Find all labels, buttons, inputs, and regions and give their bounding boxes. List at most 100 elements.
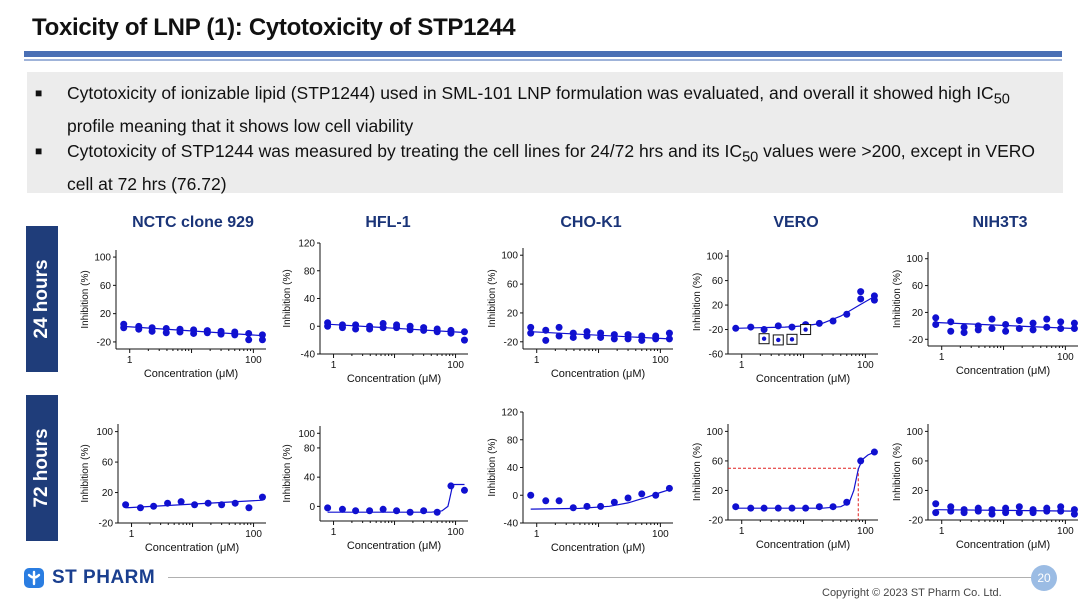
row-label-text: 72 hours bbox=[31, 428, 52, 508]
x-tick-label: 100 bbox=[1057, 352, 1074, 363]
y-tick-label: 60 bbox=[100, 281, 112, 292]
data-point bbox=[857, 295, 865, 303]
data-point bbox=[136, 504, 144, 512]
data-point bbox=[366, 507, 374, 515]
y-tick-label: -20 bbox=[909, 516, 924, 527]
data-point bbox=[324, 504, 332, 512]
data-point bbox=[190, 329, 198, 337]
y-tick-label: 80 bbox=[304, 266, 316, 277]
y-axis-label: Inhibition (%) bbox=[80, 270, 91, 328]
data-point bbox=[870, 292, 878, 300]
y-tick-label: 100 bbox=[706, 252, 723, 263]
y-tick-label: 40 bbox=[507, 463, 519, 474]
data-point bbox=[1070, 325, 1078, 333]
x-axis-label: Concentration (μM) bbox=[956, 365, 1050, 377]
y-tick-label: 20 bbox=[712, 486, 724, 497]
data-point bbox=[815, 503, 823, 511]
y-tick-label: 100 bbox=[906, 427, 923, 438]
data-point bbox=[406, 326, 414, 334]
outlier-point bbox=[761, 336, 767, 341]
x-tick-label: 100 bbox=[447, 527, 464, 538]
data-point bbox=[542, 497, 550, 505]
data-point bbox=[988, 510, 996, 518]
data-point bbox=[258, 336, 266, 344]
data-point bbox=[1002, 509, 1010, 517]
data-point bbox=[638, 490, 646, 498]
data-point bbox=[747, 323, 755, 331]
data-point bbox=[447, 329, 455, 337]
x-tick-label: 100 bbox=[245, 529, 262, 540]
y-tick-label: 40 bbox=[304, 473, 316, 484]
data-point bbox=[258, 493, 266, 501]
data-point bbox=[352, 325, 360, 333]
data-point bbox=[857, 288, 865, 296]
data-point bbox=[1057, 318, 1065, 326]
data-point bbox=[542, 326, 550, 334]
chart-vero-24h: -60 -20 20 60 100 1 100 Concentration (μM) Inhib… bbox=[692, 250, 878, 385]
y-tick-label: 80 bbox=[507, 435, 519, 446]
chart-nih3t3-24h: -20 20 60 100 1 100 Concentration (μM) Inhibiti… bbox=[892, 252, 1078, 377]
data-point bbox=[1043, 507, 1051, 515]
data-point bbox=[135, 325, 143, 333]
y-tick-label: 20 bbox=[102, 488, 114, 499]
y-tick-label: -40 bbox=[301, 350, 316, 361]
x-axis-label: Concentration (μM) bbox=[144, 368, 238, 380]
data-point bbox=[569, 504, 577, 512]
data-point bbox=[433, 328, 441, 336]
y-tick-label: -60 bbox=[709, 350, 724, 361]
data-point bbox=[393, 507, 401, 515]
data-point bbox=[960, 509, 968, 517]
data-point bbox=[788, 504, 796, 512]
x-tick-label: 1 bbox=[534, 529, 540, 540]
bullet-square-icon: ■ bbox=[35, 86, 43, 100]
y-tick-label: -40 bbox=[504, 519, 519, 530]
data-point bbox=[148, 327, 156, 335]
x-axis-label: Concentration (μM) bbox=[145, 542, 239, 554]
title-rule-thin bbox=[24, 59, 1062, 61]
x-tick-label: 1 bbox=[129, 529, 135, 540]
data-point bbox=[652, 491, 660, 499]
data-point bbox=[460, 486, 468, 494]
data-point bbox=[245, 504, 253, 512]
data-point bbox=[245, 329, 253, 337]
bullet-subscript: 50 bbox=[742, 149, 759, 166]
data-point bbox=[960, 329, 968, 337]
data-point bbox=[932, 314, 940, 322]
data-point bbox=[177, 498, 185, 506]
data-point bbox=[597, 502, 605, 510]
x-axis-label: Concentration (μM) bbox=[756, 539, 850, 551]
y-axis-label: Inhibition (%) bbox=[80, 444, 91, 502]
data-point bbox=[747, 504, 755, 512]
row-label-72h: 72 hours bbox=[26, 395, 58, 541]
row-label-24h: 24 hours bbox=[26, 226, 58, 372]
data-point bbox=[231, 331, 239, 339]
x-tick-label: 100 bbox=[1057, 526, 1074, 537]
x-tick-label: 1 bbox=[739, 360, 745, 371]
data-point bbox=[597, 333, 605, 341]
data-point bbox=[555, 323, 563, 331]
data-point bbox=[1070, 319, 1078, 327]
data-point bbox=[947, 327, 955, 335]
chart-nctc-72h: -20 20 60 100 1 100 Concentration (μM) Inhibiti… bbox=[80, 424, 266, 554]
column-title-hfl1: HFL-1 bbox=[365, 214, 411, 231]
y-tick-label: 100 bbox=[706, 427, 723, 438]
data-point bbox=[760, 504, 768, 512]
column-title-chok1: CHO-K1 bbox=[560, 214, 622, 231]
y-axis-label: Inhibition (%) bbox=[487, 269, 498, 327]
data-point bbox=[433, 508, 441, 516]
bullet-item: ■ Cytotoxicity of ionizable lipid (STP12… bbox=[35, 80, 1052, 139]
data-point bbox=[1029, 326, 1037, 334]
data-point bbox=[420, 326, 428, 334]
data-point bbox=[665, 335, 673, 343]
x-tick-label: 1 bbox=[739, 526, 745, 537]
data-point bbox=[569, 333, 577, 341]
y-tick-label: -20 bbox=[99, 519, 114, 530]
y-axis-label: Inhibition (%) bbox=[692, 443, 703, 501]
data-point bbox=[1002, 321, 1010, 329]
y-tick-label: -20 bbox=[709, 516, 724, 527]
x-tick-label: 1 bbox=[331, 527, 337, 538]
y-tick-label: 60 bbox=[912, 456, 924, 467]
chart-nctc-24h: -20 20 60 100 1 100 Concentration (μM) Inhibiti… bbox=[80, 250, 266, 380]
data-point bbox=[843, 498, 851, 506]
y-tick-label: 120 bbox=[501, 408, 518, 419]
